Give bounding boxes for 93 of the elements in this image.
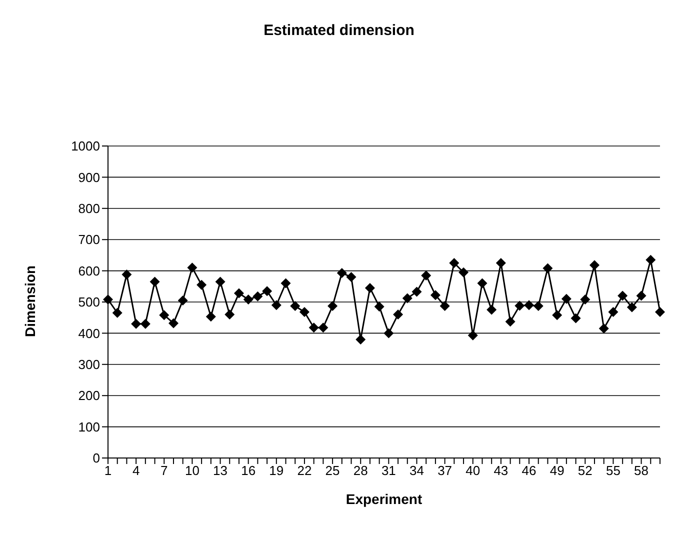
y-tick-label: 800 — [78, 201, 100, 216]
point — [561, 294, 572, 304]
point — [356, 334, 366, 344]
y-axis-title: Dimension — [22, 265, 38, 337]
point — [159, 310, 170, 320]
point — [150, 276, 160, 287]
point — [524, 300, 534, 310]
point — [486, 304, 497, 315]
point — [598, 324, 609, 334]
point — [646, 254, 656, 265]
point — [552, 310, 562, 320]
x-tick-label: 19 — [269, 463, 284, 478]
point — [271, 300, 282, 310]
point — [421, 270, 432, 280]
point — [290, 301, 300, 312]
point — [243, 294, 254, 305]
chart-title: Estimated dimension — [262, 22, 416, 39]
point — [346, 272, 356, 282]
point — [590, 260, 600, 270]
point — [618, 290, 628, 301]
x-tick-label: 28 — [353, 463, 368, 478]
point — [384, 328, 394, 338]
y-tick-label: 100 — [78, 419, 100, 434]
point — [280, 278, 291, 288]
x-tick-label: 43 — [494, 463, 508, 478]
point — [505, 316, 516, 327]
point — [168, 318, 178, 328]
point — [187, 262, 198, 273]
x-tick-label: 55 — [606, 463, 620, 478]
point — [468, 330, 478, 340]
point — [458, 267, 469, 278]
point — [122, 270, 132, 280]
point — [364, 282, 375, 293]
point — [496, 258, 506, 268]
point — [178, 295, 188, 306]
x-tick-label: 37 — [438, 463, 452, 478]
point — [299, 306, 310, 317]
point — [570, 313, 581, 324]
y-tick-label: 600 — [78, 263, 100, 278]
x-tick-label: 46 — [522, 463, 536, 478]
x-tick-label: 7 — [160, 463, 168, 478]
point — [318, 322, 328, 333]
x-tick-label: 58 — [634, 463, 649, 478]
y-tick-label: 200 — [78, 388, 100, 404]
point — [224, 309, 235, 320]
x-tick-label: 22 — [297, 463, 312, 478]
x-tick-label: 40 — [466, 463, 480, 478]
point — [412, 286, 422, 297]
point — [440, 301, 450, 312]
x-tick-label: 1 — [104, 463, 112, 478]
point — [131, 318, 142, 329]
point — [533, 301, 544, 312]
point — [308, 322, 319, 333]
point — [655, 306, 665, 317]
x-tick-label: 16 — [241, 463, 256, 478]
y-tick-label: 700 — [78, 232, 100, 248]
point — [580, 294, 590, 305]
point — [206, 312, 216, 322]
point — [608, 306, 618, 317]
x-tick-label: 10 — [184, 463, 200, 478]
x-tick-label: 13 — [213, 463, 228, 478]
point — [336, 268, 347, 278]
y-tick-label: 1000 — [71, 138, 100, 154]
point — [449, 258, 460, 268]
point — [430, 290, 440, 300]
point — [234, 288, 244, 298]
y-tick-label: 500 — [78, 294, 100, 310]
point — [626, 302, 637, 312]
point — [374, 302, 384, 312]
x-tick-label: 4 — [132, 463, 140, 478]
point — [215, 276, 226, 287]
point — [542, 263, 553, 274]
point — [402, 293, 412, 304]
point — [393, 309, 404, 320]
point — [477, 278, 488, 288]
point — [112, 308, 122, 318]
point — [328, 301, 338, 312]
x-axis-title: Experiment — [346, 491, 422, 507]
point — [262, 286, 272, 296]
point — [636, 290, 646, 301]
y-tick-label: 900 — [78, 170, 100, 185]
y-tick-label: 0 — [92, 450, 100, 466]
x-tick-label: 52 — [578, 463, 592, 478]
x-tick-label: 31 — [381, 463, 396, 478]
x-tick-label: 34 — [410, 463, 424, 478]
y-tick-label: 300 — [78, 357, 100, 372]
point — [140, 318, 150, 329]
x-tick-label: 25 — [325, 463, 340, 478]
x-tick-label: 49 — [550, 463, 564, 478]
point — [196, 280, 207, 290]
point — [252, 291, 263, 302]
y-tick-label: 400 — [78, 326, 100, 341]
point — [514, 300, 525, 311]
